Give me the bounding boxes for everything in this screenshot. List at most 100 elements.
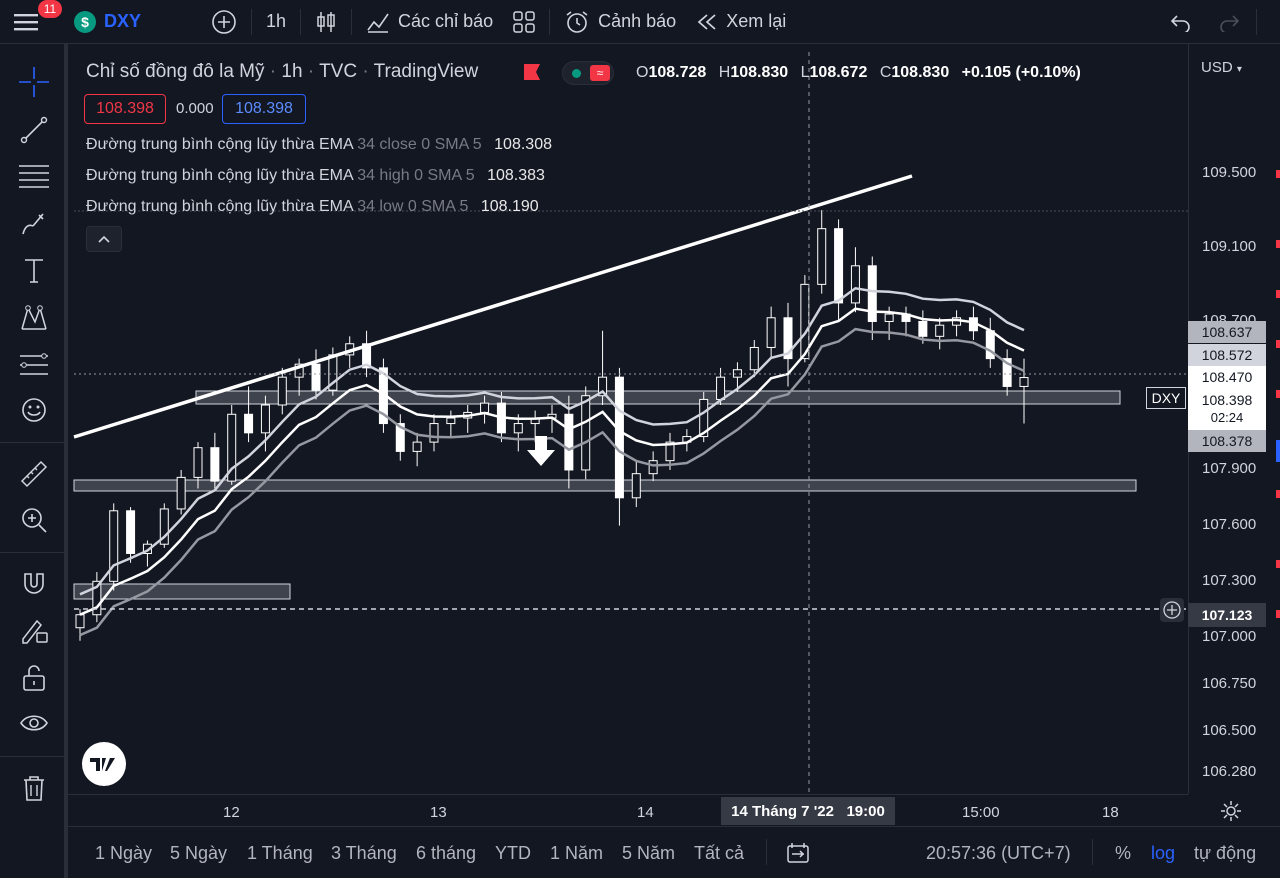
range-1m[interactable]: 1 Tháng bbox=[247, 843, 313, 863]
price-zone bbox=[73, 479, 1137, 492]
indicator-params: 34 close 0 SMA 5 bbox=[357, 136, 482, 153]
brush-tool-button[interactable] bbox=[14, 204, 54, 244]
time-tick: 14 bbox=[637, 804, 654, 821]
time-tick: 15:00 bbox=[962, 804, 1000, 821]
indicator-value: 108.190 bbox=[480, 198, 539, 215]
trend-line-icon bbox=[19, 115, 49, 145]
collapse-legend-button[interactable] bbox=[86, 226, 122, 252]
range-5d[interactable]: 5 Ngày bbox=[170, 843, 228, 863]
lock-all-button[interactable] bbox=[14, 658, 54, 698]
fib-tool-button[interactable] bbox=[14, 156, 54, 196]
zoom-tool-button[interactable] bbox=[14, 500, 54, 540]
range-6m[interactable]: 6 tháng bbox=[416, 843, 477, 863]
price-tick: 109.100 bbox=[1202, 238, 1257, 255]
calendar-range-icon bbox=[787, 843, 809, 863]
replay-button[interactable]: Xem lại bbox=[686, 0, 796, 44]
symbol-search-button[interactable]: $ DXY bbox=[62, 0, 151, 44]
candle-body bbox=[480, 402, 490, 413]
legend-title: Chỉ số đồng đô la Mỹ bbox=[86, 61, 265, 82]
candle-body bbox=[513, 423, 523, 434]
price-chart[interactable] bbox=[68, 44, 1280, 794]
chart-settings-button[interactable] bbox=[1218, 798, 1244, 824]
red-flag-icon[interactable] bbox=[522, 63, 542, 81]
indicators-icon bbox=[366, 10, 390, 34]
divider bbox=[1092, 839, 1093, 865]
candle-body bbox=[75, 614, 85, 629]
indicator-params: 34 low 0 SMA 5 bbox=[357, 198, 469, 215]
indicator-legend-ema-close[interactable]: Đường trung bình cộng lũy thừa EMA 34 cl… bbox=[86, 136, 552, 154]
magnet-icon bbox=[20, 570, 48, 598]
divider bbox=[251, 8, 253, 35]
measure-tool-button[interactable] bbox=[14, 454, 54, 494]
indicator-value: 108.383 bbox=[487, 167, 545, 184]
close-value: 108.830 bbox=[891, 64, 950, 81]
marker bbox=[1276, 240, 1280, 248]
sell-price-button[interactable]: 108.398 bbox=[84, 94, 166, 124]
price-tick: 109.500 bbox=[1202, 164, 1257, 181]
crosshair-tool-button[interactable] bbox=[14, 62, 54, 102]
icons-tool-button[interactable] bbox=[14, 390, 54, 430]
alerts-button[interactable]: Cảnh báo bbox=[554, 0, 686, 44]
candlestick-series bbox=[75, 210, 1029, 641]
time-axis[interactable]: 12 13 14 15:00 18 14 Tháng 7 '22 19:00 bbox=[68, 794, 1188, 826]
candle-body bbox=[159, 508, 169, 545]
indicator-legend-ema-low[interactable]: Đường trung bình cộng lũy thừa EMA 34 lo… bbox=[86, 198, 539, 216]
add-alert-plus-button[interactable] bbox=[1160, 598, 1184, 622]
indicator-value: 108.308 bbox=[494, 136, 552, 153]
candle-body bbox=[716, 376, 726, 400]
percent-scale-toggle[interactable]: % bbox=[1115, 843, 1132, 863]
candle-body bbox=[850, 265, 860, 304]
layouts-button[interactable] bbox=[503, 0, 545, 44]
candle-body bbox=[92, 580, 102, 616]
last-price-value: 108.398 bbox=[1201, 392, 1253, 408]
tradingview-logo[interactable] bbox=[82, 742, 126, 786]
redo-button[interactable] bbox=[1208, 0, 1250, 44]
indicators-button[interactable]: Các chỉ báo bbox=[356, 0, 503, 44]
candle-body bbox=[210, 447, 220, 482]
chart-type-button[interactable] bbox=[305, 0, 347, 44]
compare-symbol-button[interactable] bbox=[201, 0, 247, 44]
legend-interval: 1h bbox=[281, 61, 303, 82]
prediction-tool-button[interactable] bbox=[14, 344, 54, 384]
range-all[interactable]: Tất cả bbox=[694, 843, 745, 863]
range-3m[interactable]: 3 Tháng bbox=[331, 843, 397, 863]
trend-line-tool-button[interactable] bbox=[14, 110, 54, 150]
auto-scale-toggle[interactable]: tự động bbox=[1194, 843, 1257, 863]
lock-drawings-button[interactable] bbox=[14, 610, 54, 650]
candle-body bbox=[446, 417, 456, 425]
candle-body bbox=[193, 447, 203, 478]
menu-button[interactable]: 11 bbox=[0, 0, 62, 44]
clock-timezone[interactable]: 20:57:36 (UTC+7) bbox=[926, 843, 1071, 863]
ema-high-line bbox=[79, 286, 1025, 596]
marker bbox=[1276, 490, 1280, 498]
magnet-button[interactable] bbox=[14, 564, 54, 604]
range-1d[interactable]: 1 Ngày bbox=[95, 843, 153, 863]
undo-icon bbox=[1170, 12, 1192, 32]
divider bbox=[351, 8, 353, 35]
currency-selector[interactable]: USD ▾ bbox=[1201, 59, 1242, 76]
buy-price-button[interactable]: 108.398 bbox=[222, 94, 306, 124]
interval-button[interactable]: 1h bbox=[266, 11, 287, 31]
text-tool-button[interactable] bbox=[14, 250, 54, 290]
undo-button[interactable] bbox=[1160, 0, 1202, 44]
range-1y[interactable]: 1 Năm bbox=[550, 843, 604, 863]
indicator-legend-ema-high[interactable]: Đường trung bình cộng lũy thừa EMA 34 hi… bbox=[86, 167, 545, 185]
hide-drawings-button[interactable] bbox=[14, 704, 54, 744]
indicator-params: 34 high 0 SMA 5 bbox=[357, 167, 475, 184]
pattern-tool-button[interactable] bbox=[14, 298, 54, 338]
market-status-toggle[interactable]: ≈ bbox=[562, 61, 614, 85]
remove-drawings-button[interactable] bbox=[14, 768, 54, 808]
go-to-date-button[interactable] bbox=[786, 841, 810, 870]
price-zone bbox=[73, 583, 291, 600]
range-5y[interactable]: 5 Năm bbox=[622, 843, 676, 863]
high-label: H bbox=[718, 64, 731, 81]
divider bbox=[0, 756, 64, 757]
crosshair-icon bbox=[19, 67, 49, 97]
range-ytd[interactable]: YTD bbox=[495, 843, 531, 863]
legend-sep: · bbox=[307, 61, 320, 82]
ema-close-line bbox=[79, 307, 1025, 616]
log-scale-toggle[interactable]: log bbox=[1151, 843, 1176, 863]
candle-body bbox=[126, 510, 136, 554]
candle-body bbox=[1002, 358, 1012, 387]
low-label: L bbox=[800, 64, 810, 81]
